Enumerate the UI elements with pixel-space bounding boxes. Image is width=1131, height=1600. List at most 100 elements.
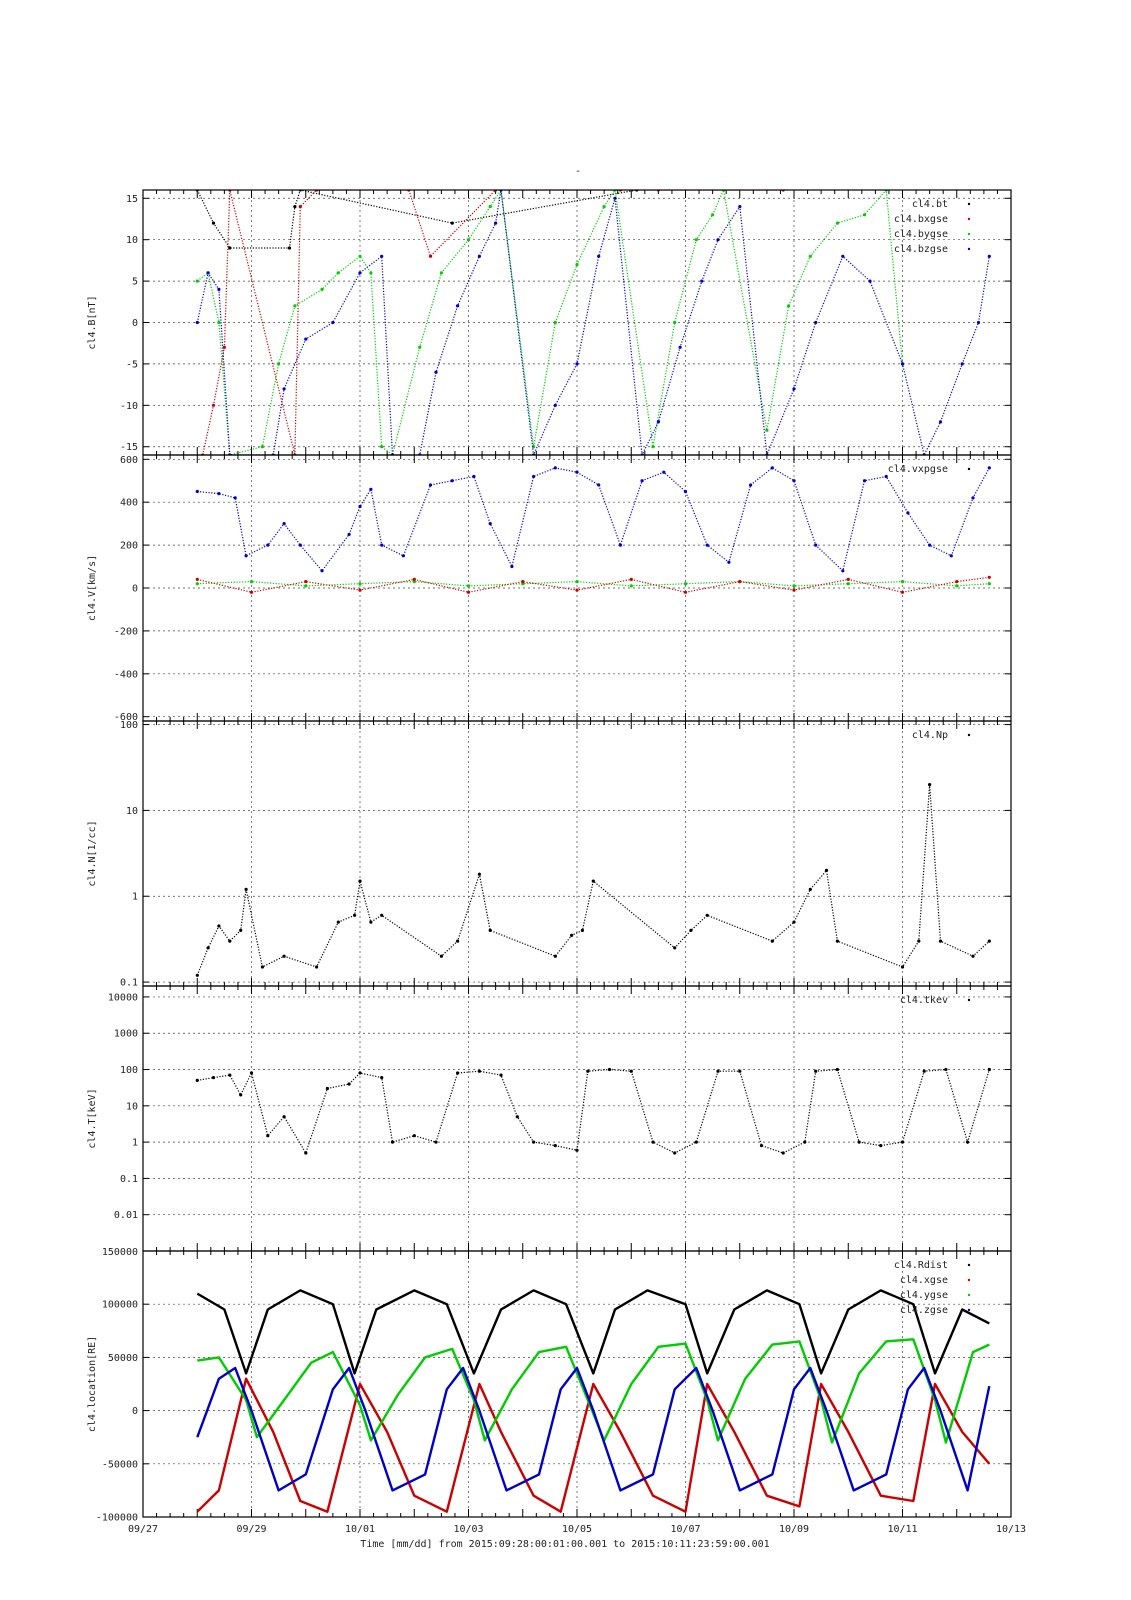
legend-marker — [967, 998, 971, 1002]
data-point — [814, 1069, 818, 1073]
y-axis-label: cl4.location[RE] — [87, 1336, 98, 1432]
series-trace-cl4.bt — [196, 190, 637, 249]
y-tick-label: 0 — [132, 318, 138, 329]
series-group — [195, 190, 991, 455]
y-tick-label: -100000 — [96, 1513, 138, 1524]
data-point — [553, 320, 557, 325]
data-point — [960, 362, 964, 366]
data-point — [770, 939, 774, 943]
y-tick-label: 0.1 — [120, 1174, 138, 1185]
legend-marker — [967, 202, 971, 206]
data-point — [195, 279, 199, 283]
data-point — [369, 487, 373, 491]
data-point — [966, 1140, 970, 1144]
data-point — [949, 554, 953, 558]
y-tick-label: 10000 — [108, 992, 138, 1003]
series-trace-cl4.Np — [196, 784, 990, 976]
x-tick-label: 10/03 — [453, 1524, 483, 1535]
data-point — [727, 560, 731, 564]
data-point — [814, 543, 818, 547]
y-tick-label: 150000 — [102, 1247, 138, 1258]
data-point — [900, 590, 905, 594]
series-line-cl4.Rdist — [196, 1289, 990, 1375]
data-point — [716, 1069, 720, 1073]
data-point — [570, 933, 574, 938]
data-point — [282, 522, 286, 526]
data-point — [814, 320, 818, 325]
data-point — [412, 1134, 416, 1138]
x-tick-label: 10/11 — [887, 1524, 917, 1535]
data-point — [466, 590, 471, 594]
y-tick-label: -200 — [114, 626, 138, 637]
data-point — [217, 492, 221, 496]
y-tick-label: 200 — [120, 541, 138, 552]
data-point — [976, 320, 981, 325]
data-point — [477, 254, 481, 258]
data-point — [211, 403, 216, 407]
data-point — [401, 554, 405, 558]
data-point — [450, 479, 454, 483]
data-point — [683, 590, 688, 594]
data-point — [629, 584, 633, 588]
y-tick-label: -600 — [114, 712, 138, 723]
legend-label: cl4.xgse — [900, 1275, 948, 1286]
data-point — [607, 1067, 612, 1072]
data-point — [331, 320, 335, 325]
data-point — [380, 543, 384, 547]
data-point — [900, 1140, 905, 1144]
y-tick-label: 0 — [132, 1406, 138, 1417]
data-point — [477, 1069, 481, 1073]
data-point — [792, 584, 796, 588]
data-point — [282, 387, 286, 391]
data-point — [711, 213, 715, 217]
data-point — [249, 590, 254, 594]
data-point — [846, 582, 850, 586]
x-tick-label: 10/09 — [779, 1524, 809, 1535]
data-point — [195, 320, 199, 325]
data-point — [841, 254, 845, 258]
data-point — [922, 1069, 926, 1073]
data-point — [287, 246, 292, 250]
data-point — [597, 254, 601, 258]
x-tick-label: 10/13 — [996, 1524, 1026, 1535]
series-line-cl4.zgse — [196, 1366, 991, 1492]
data-point — [510, 564, 514, 569]
legend-label: cl4.Np — [912, 730, 948, 741]
data-point — [347, 532, 351, 537]
y-tick-label: 50000 — [108, 1353, 138, 1364]
data-point — [987, 575, 991, 579]
data-point — [602, 205, 606, 209]
data-point — [971, 954, 975, 958]
data-point — [987, 254, 991, 258]
data-point — [738, 205, 742, 209]
data-point — [955, 580, 959, 584]
data-point — [629, 1069, 633, 1073]
data-point — [358, 582, 362, 586]
data-point — [808, 887, 812, 892]
data-point — [651, 445, 655, 449]
y-axis-label: cl4.V[km/s] — [87, 555, 98, 621]
data-point — [705, 543, 709, 547]
data-point — [575, 362, 579, 366]
data-point — [900, 362, 905, 366]
data-point — [434, 1140, 438, 1144]
data-point — [673, 946, 677, 950]
series-line-cl4.ygse — [197, 1338, 990, 1444]
data-point — [315, 965, 319, 969]
series-group — [195, 466, 991, 594]
data-point — [613, 196, 617, 200]
data-point — [987, 1067, 991, 1072]
panel-frame — [142, 1250, 1012, 1518]
data-point — [575, 470, 579, 474]
series-trace-cl4.tkev — [197, 1068, 990, 1155]
data-point — [575, 588, 579, 592]
data-point — [412, 577, 416, 582]
data-point — [792, 387, 796, 391]
data-point — [765, 428, 769, 432]
data-point — [792, 920, 796, 924]
data-point — [515, 1115, 519, 1119]
y-tick-label: 600 — [120, 455, 138, 466]
data-point — [222, 345, 226, 349]
data-point — [770, 466, 774, 470]
y-axis-label: cl4.B[nT] — [87, 295, 98, 349]
